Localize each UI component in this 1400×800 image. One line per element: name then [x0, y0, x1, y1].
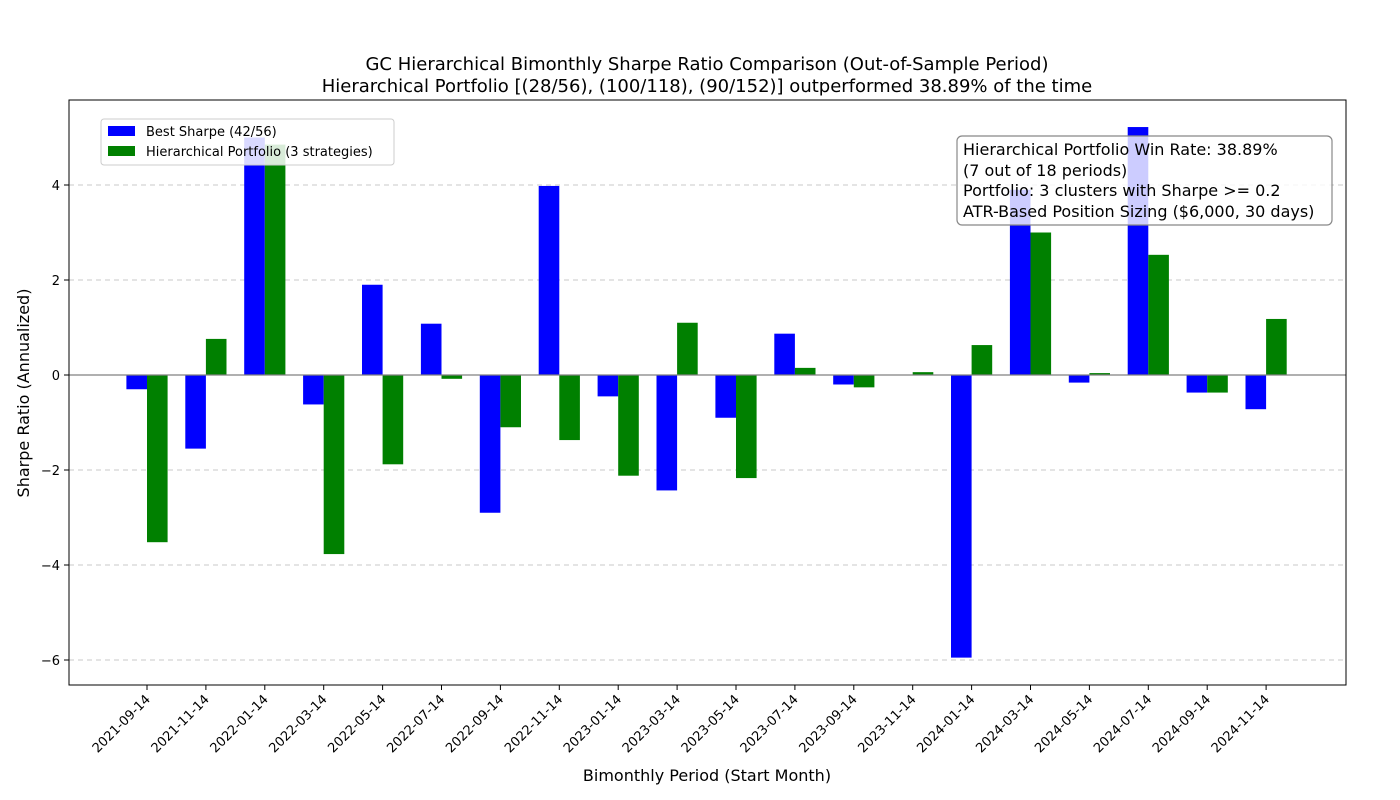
bar-best-sharpe [420, 323, 442, 375]
x-tick-label: 2023-03-14 [620, 692, 684, 756]
x-tick-label: 2024-09-14 [1150, 692, 1214, 756]
y-axis: −6 −4 −2 0 2 4 [41, 179, 69, 669]
x-tick-label: 2023-01-14 [561, 692, 625, 756]
bar-hierarchical [912, 372, 934, 375]
x-tick-label: 2023-11-14 [855, 692, 919, 756]
bar-best-sharpe [362, 284, 383, 375]
x-tick-label: 2024-05-14 [1032, 692, 1096, 756]
annotation-frame [956, 135, 1333, 226]
bar-hierarchical [1266, 318, 1287, 375]
bar-hierarchical [559, 375, 580, 441]
bar-hierarchical [971, 345, 993, 375]
x-tick-label: 2023-09-14 [797, 692, 861, 756]
bar-hierarchical [205, 338, 227, 375]
y-tick-label: −2 [41, 464, 60, 479]
x-tick-label: 2021-09-14 [90, 692, 154, 756]
bar-best-sharpe [833, 375, 854, 385]
legend: Best Sharpe (42/56) Hierarchical Portfol… [100, 118, 395, 166]
x-tick-label: 2022-09-14 [443, 692, 507, 756]
x-axis-label: Bimonthly Period (Start Month) [583, 766, 831, 785]
bar-hierarchical [147, 375, 168, 543]
bar-hierarchical [441, 375, 463, 379]
legend-frame [100, 118, 395, 166]
annotation-line-4: ATR-Based Position Sizing ($6,000, 30 da… [963, 202, 1314, 221]
bar-hierarchical [1030, 232, 1052, 375]
bar-hierarchical [382, 375, 404, 465]
bar-best-sharpe [1186, 375, 1208, 393]
y-tick-label: 4 [52, 179, 60, 194]
annotation-line-1: Hierarchical Portfolio Win Rate: 38.89% [963, 140, 1278, 159]
chart-title: GC Hierarchical Bimonthly Sharpe Ratio C… [365, 54, 1048, 75]
x-tick-label: 2022-03-14 [266, 692, 330, 756]
x-tick-label: 2021-11-14 [149, 692, 213, 756]
bar-best-sharpe [1009, 189, 1031, 375]
x-tick-label: 2022-07-14 [384, 692, 448, 756]
plot-area [68, 99, 1347, 686]
x-tick-label: 2024-07-14 [1091, 692, 1155, 756]
x-tick-label: 2022-01-14 [208, 692, 272, 756]
bar-best-sharpe [656, 375, 678, 491]
bar-best-sharpe [538, 185, 560, 375]
bar-hierarchical [677, 322, 698, 375]
bar-best-sharpe [126, 375, 147, 390]
y-tick-label: 2 [52, 274, 60, 289]
bar-best-sharpe [479, 375, 501, 513]
bar-best-sharpe [244, 137, 265, 375]
x-axis: 2021-09-142021-11-142022-01-142022-03-14… [90, 685, 1273, 756]
bar-hierarchical [500, 375, 521, 428]
bar-hierarchical [794, 367, 816, 375]
y-axis-label: Sharpe Ratio (Annualized) [14, 289, 33, 498]
x-tick-label: 2022-05-14 [325, 692, 389, 756]
legend-label-best-sharpe: Best Sharpe (42/56) [146, 125, 277, 140]
bar-hierarchical [264, 144, 286, 375]
bar-hierarchical [1207, 375, 1228, 393]
bar-hierarchical [323, 375, 345, 555]
legend-swatch-best-sharpe [108, 126, 135, 136]
x-tick-label: 2023-05-14 [679, 692, 743, 756]
annotation-line-2: (7 out of 18 periods) [963, 161, 1127, 180]
bars [126, 127, 1287, 658]
bar-hierarchical [1089, 373, 1110, 375]
bar-hierarchical [736, 375, 757, 479]
bar-hierarchical [618, 375, 639, 476]
legend-swatch-hierarchical [108, 146, 135, 156]
chart-subtitle: Hierarchical Portfolio [(28/56), (100/11… [322, 76, 1092, 97]
bar-best-sharpe [597, 375, 619, 397]
bar-best-sharpe [951, 375, 972, 658]
bar-hierarchical [853, 375, 875, 388]
x-tick-label: 2024-03-14 [973, 692, 1037, 756]
bar-best-sharpe [1245, 375, 1267, 410]
bar-best-sharpe [185, 375, 206, 449]
bar-best-sharpe [715, 375, 736, 418]
bar-best-sharpe [774, 333, 795, 375]
legend-label-hierarchical: Hierarchical Portfolio (3 strategies) [146, 145, 373, 160]
y-tick-label: 0 [52, 369, 60, 384]
annotation-line-3: Portfolio: 3 clusters with Sharpe >= 0.2 [963, 181, 1281, 200]
x-tick-label: 2024-01-14 [914, 692, 978, 756]
y-tick-label: −6 [41, 654, 60, 669]
x-tick-label: 2022-11-14 [502, 692, 566, 756]
bar-best-sharpe [1068, 375, 1090, 383]
bar-hierarchical [1148, 254, 1169, 375]
y-tick-label: −4 [41, 559, 60, 574]
bar-best-sharpe [303, 375, 324, 405]
x-tick-label: 2024-11-14 [1209, 692, 1273, 756]
annotation-box: Hierarchical Portfolio Win Rate: 38.89% … [956, 135, 1333, 226]
x-tick-label: 2023-07-14 [738, 692, 802, 756]
